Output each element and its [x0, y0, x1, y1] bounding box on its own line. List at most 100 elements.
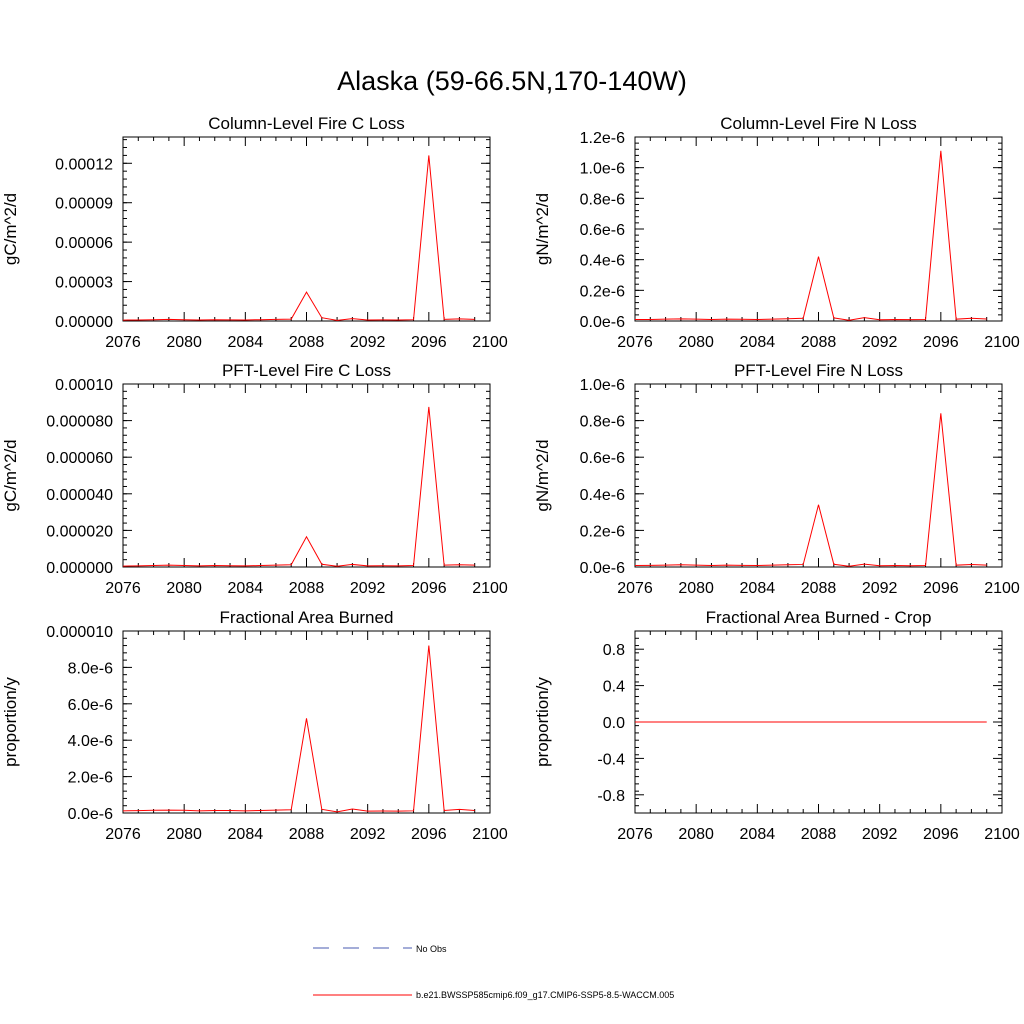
x-tick-label: 2096 — [923, 334, 959, 351]
panel-title: PFT-Level Fire C Loss — [222, 361, 391, 380]
chart-panel-4: 2076 2080 2084 2088 2092 2096 2100 0.0e-6 0.2e-6… — [533, 361, 1020, 597]
x-tick-label: 2100 — [984, 826, 1020, 843]
x-tick-label: 2088 — [801, 334, 837, 351]
x-tick-label: 2092 — [862, 580, 898, 597]
legend-label-no-obs: No Obs — [416, 944, 447, 954]
x-tick-label: 2096 — [411, 580, 447, 597]
x-tick-label: 2084 — [740, 334, 776, 351]
x-tick-label: 2076 — [617, 334, 653, 351]
y-tick-label: 0.8e-6 — [580, 191, 625, 208]
y-tick-label: -0.8 — [597, 788, 625, 805]
y-tick-label: 8.0e-6 — [68, 660, 113, 677]
x-tick-label: 2076 — [617, 826, 653, 843]
x-tick-label: 2080 — [678, 826, 714, 843]
x-tick-label: 2076 — [105, 580, 141, 597]
y-tick-label: 0.6e-6 — [580, 222, 625, 239]
x-tick-label: 2084 — [228, 580, 264, 597]
y-tick-label: 0.000020 — [46, 523, 113, 540]
x-tick-label: 2092 — [350, 580, 386, 597]
y-tick-label: 0.4 — [603, 679, 625, 696]
x-tick-label: 2080 — [678, 334, 714, 351]
y-tick-label: 0.4e-6 — [580, 487, 625, 504]
y-tick-label: 0.00012 — [55, 156, 113, 173]
x-tick-label: 2076 — [105, 334, 141, 351]
y-axis-label: proportion/y — [1, 677, 20, 767]
x-tick-label: 2084 — [740, 826, 776, 843]
chart-panel-5: 2076 2080 2084 2088 2092 2096 2100 0.0e-6 2.0e-6… — [1, 608, 508, 843]
y-tick-label: 0.000080 — [46, 414, 113, 431]
panel-title: PFT-Level Fire N Loss — [734, 361, 903, 380]
y-tick-label: 0.00006 — [55, 235, 113, 252]
series-line — [634, 413, 987, 567]
x-tick-label: 2088 — [289, 580, 325, 597]
y-tick-label: 0.000000 — [46, 560, 113, 577]
legend-label-model: b.e21.BWSSP585cmip6.f09_g17.CMIP6-SSP5-8… — [416, 990, 674, 1000]
y-tick-label: 6.0e-6 — [68, 697, 113, 714]
series-line — [122, 155, 475, 321]
y-tick-label: 0.000060 — [46, 450, 113, 467]
y-tick-label: 0.2e-6 — [580, 523, 625, 540]
y-tick-label: 0.0 — [603, 715, 625, 732]
y-tick-label: 1.0e-6 — [580, 161, 625, 178]
chart-panel-6: 2076 2080 2084 2088 2092 2096 2100 -0.8 -0.4 0.0 0… — [533, 608, 1020, 843]
x-tick-label: 2096 — [411, 334, 447, 351]
x-tick-label: 2096 — [923, 826, 959, 843]
y-axis-label: proportion/y — [533, 677, 552, 767]
chart-panel-3: 2076 2080 2084 2088 2092 2096 2100 0.000000 0.00… — [1, 361, 508, 597]
x-tick-label: 2100 — [472, 826, 508, 843]
y-axis-label: gN/m^2/d — [533, 439, 552, 511]
x-tick-label: 2088 — [289, 826, 325, 843]
y-tick-label: 0.8e-6 — [580, 414, 625, 431]
y-tick-label: 0.000010 — [46, 624, 113, 641]
x-tick-label: 2080 — [678, 580, 714, 597]
series-line — [122, 645, 475, 813]
x-tick-label: 2076 — [617, 580, 653, 597]
y-tick-label: 0.2e-6 — [580, 283, 625, 300]
x-tick-label: 2096 — [411, 826, 447, 843]
x-tick-label: 2092 — [862, 334, 898, 351]
x-tick-label: 2084 — [740, 580, 776, 597]
x-tick-label: 2080 — [166, 334, 202, 351]
y-axis-label: gC/m^2/d — [1, 193, 20, 265]
y-tick-label: 0.0e-6 — [580, 314, 625, 331]
y-tick-label: 0.0e-6 — [68, 806, 113, 823]
panel-title: Fractional Area Burned — [220, 608, 394, 627]
x-tick-label: 2092 — [862, 826, 898, 843]
y-tick-label: 2.0e-6 — [68, 770, 113, 787]
series-line — [635, 150, 987, 321]
x-tick-label: 2084 — [228, 826, 264, 843]
y-tick-label: 0.6e-6 — [580, 450, 625, 467]
panel-title: Fractional Area Burned - Crop — [706, 608, 932, 627]
chart-panel-2: 2076 2080 2084 2088 2092 2096 2100 0.0e-6 0.2e-6… — [533, 114, 1020, 351]
y-axis-label: gC/m^2/d — [1, 439, 20, 511]
y-tick-label: 0.00010 — [55, 377, 113, 394]
y-tick-label: 4.0e-6 — [68, 733, 113, 750]
figure-title: Alaska (59-66.5N,170-140W) — [337, 66, 687, 96]
y-tick-label: 0.000040 — [46, 487, 113, 504]
y-tick-label: 0.8 — [603, 642, 625, 659]
x-tick-label: 2100 — [472, 334, 508, 351]
panel-title: Column-Level Fire C Loss — [208, 114, 405, 133]
y-tick-label: 1.2e-6 — [580, 130, 625, 147]
y-axis-label: gN/m^2/d — [533, 193, 552, 265]
y-tick-label: 0.00003 — [55, 275, 113, 292]
panels-group: 2076 2080 2084 2088 2092 2096 2100 0.00000 0.000… — [1, 114, 1020, 843]
x-tick-label: 2092 — [350, 334, 386, 351]
y-tick-label: 0.00009 — [55, 196, 113, 213]
y-tick-label: 0.4e-6 — [580, 253, 625, 270]
x-tick-label: 2100 — [984, 580, 1020, 597]
x-tick-label: 2088 — [801, 826, 837, 843]
x-tick-label: 2092 — [350, 826, 386, 843]
x-tick-label: 2080 — [166, 826, 202, 843]
y-tick-label: 1.0e-6 — [580, 377, 625, 394]
x-tick-label: 2080 — [166, 580, 202, 597]
panel-title: Column-Level Fire N Loss — [720, 114, 917, 133]
x-tick-label: 2100 — [472, 580, 508, 597]
y-tick-label: 0.00000 — [55, 314, 113, 331]
x-tick-label: 2100 — [984, 334, 1020, 351]
series-line — [122, 406, 475, 567]
x-tick-label: 2076 — [105, 826, 141, 843]
chart-panel-1: 2076 2080 2084 2088 2092 2096 2100 0.00000 0.000… — [1, 114, 508, 351]
